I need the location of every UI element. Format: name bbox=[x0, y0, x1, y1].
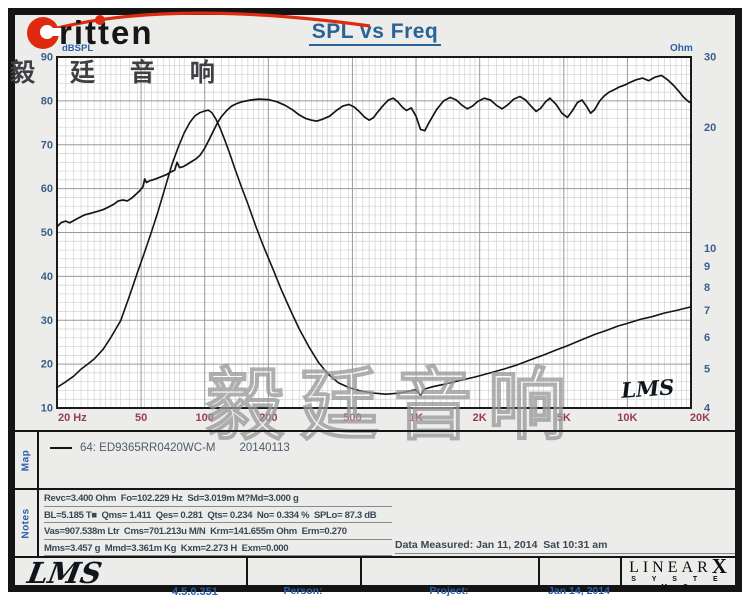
map-legend-date: 20140113 bbox=[239, 442, 290, 454]
person-label: Person: bbox=[283, 585, 323, 597]
project-label: Project: bbox=[429, 585, 469, 597]
page-title-wrap: SPL vs Freq bbox=[0, 20, 750, 46]
divider bbox=[246, 558, 248, 585]
notes-block: Revc=3.400 Ohm Fo=102.229 Hz Sd=3.019m M… bbox=[44, 493, 392, 559]
note-line-parameters-3: Vas=907.538m Ltr Cms=701.213u M/N Krm=14… bbox=[44, 526, 392, 540]
note-line-parameters-4: Mms=3.457 g Mmd=3.361m Kg Kxm=2.273 H Ex… bbox=[44, 543, 392, 556]
notes-label: Notes bbox=[20, 507, 32, 539]
map-legend-text: 64: ED9365RR0420WC-M bbox=[80, 442, 216, 454]
map-legend-row: 64: ED9365RR0420WC-M 20140113 bbox=[50, 442, 290, 454]
map-label-cell: Map bbox=[15, 432, 39, 488]
divider bbox=[620, 558, 622, 585]
page-title: SPL vs Freq bbox=[308, 20, 442, 46]
watermark-top: 毅 廷 音 响 bbox=[10, 59, 229, 87]
brand-text: ritten bbox=[59, 14, 154, 51]
version-number: 4.5.0.351 bbox=[172, 586, 218, 598]
brand-swoosh-icon bbox=[27, 11, 371, 49]
linearx-x: X bbox=[711, 554, 727, 578]
person-company-cell: Person: Company: bbox=[246, 559, 360, 600]
brand-dot-icon bbox=[95, 15, 105, 25]
project-file-cell: Project: File: ED9365RR0420WC-M 20130430… bbox=[360, 559, 538, 600]
divider bbox=[15, 556, 735, 558]
lms-logo: LMS bbox=[25, 556, 105, 590]
data-measured-text: Data Measured: Jan 11, 2014 Sat 10:31 am bbox=[395, 539, 735, 554]
divider bbox=[538, 558, 540, 585]
map-label: Map bbox=[20, 449, 32, 471]
note-line-parameters-1: Revc=3.400 Ohm Fo=102.229 Hz Sd=3.019m M… bbox=[44, 493, 392, 507]
divider bbox=[15, 488, 735, 490]
linearx-logo: LINEARX S Y S T E M S bbox=[622, 556, 734, 592]
curve-sample-line bbox=[50, 447, 72, 449]
systems-text: S Y S T E M S bbox=[631, 576, 725, 591]
note-line-parameters-2: BL=5.185 T■ Qms= 1.411 Qes= 0.281 Qts= 0… bbox=[44, 510, 392, 523]
linearx-wordmark: LINEARX bbox=[622, 556, 734, 577]
datetime-cell: Jan 14, 2014 Tue 4:25 pm bbox=[538, 559, 620, 600]
footer-date: Jan 14, 2014 bbox=[548, 585, 610, 597]
notes-label-cell: Notes bbox=[15, 490, 39, 556]
divider bbox=[15, 430, 735, 432]
divider bbox=[360, 558, 362, 585]
linearx-text: LINEAR bbox=[629, 559, 712, 576]
